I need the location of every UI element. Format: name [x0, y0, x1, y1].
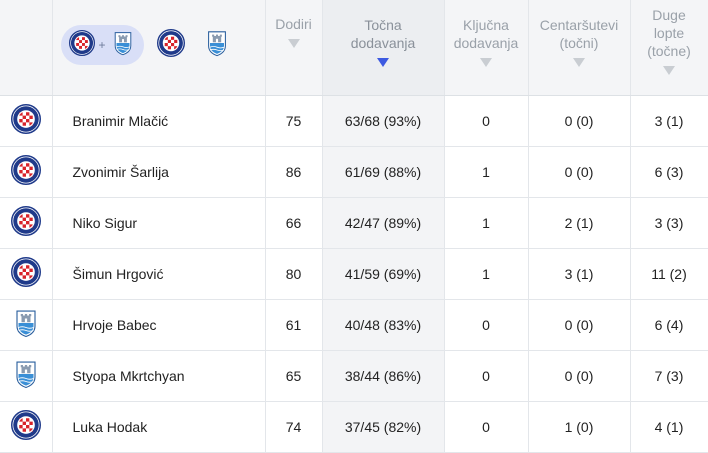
cell-dodiri: 74	[265, 401, 323, 453]
cell-dodiri: 65	[265, 350, 323, 402]
player-name[interactable]: Niko Sigur	[52, 197, 266, 249]
osijek-crest-icon	[110, 30, 136, 60]
column-header-label: Dodiri	[275, 16, 312, 32]
cell-duge-lopte: 6 (3)	[630, 146, 708, 198]
column-header-label: dodavanja	[350, 35, 416, 51]
cell-duge-lopte: 6 (4)	[630, 299, 708, 351]
cell-dodiri: 80	[265, 248, 323, 300]
column-header-duge-lopte[interactable]: Duge lopte (točne)	[630, 0, 708, 96]
column-header-centarsutevi[interactable]: Centaršutevi (točni)	[528, 0, 631, 96]
cell-kljucna-dodavanja: 0	[444, 350, 529, 402]
player-name[interactable]: Luka Hodak	[52, 401, 266, 453]
cell-duge-lopte: 3 (1)	[630, 95, 708, 147]
column-header-label: Centaršutevi	[539, 17, 619, 33]
cell-kljucna-dodavanja: 0	[444, 401, 529, 453]
cell-kljucna-dodavanja: 0	[444, 299, 529, 351]
player-name[interactable]: Branimir Mlačić	[52, 95, 266, 147]
column-header-dodiri[interactable]: Dodiri	[265, 0, 323, 96]
cell-tocna-dodavanja: 61/69 (88%)	[322, 146, 445, 198]
osijek-crest-icon	[11, 308, 41, 341]
table-row[interactable]: Styopa Mkrtchyan 65 38/44 (86%) 0 0 (0) 7 (3)	[0, 350, 708, 402]
table-row[interactable]: Luka Hodak 74 37/45 (82%) 0 1 (0) 4 (1)	[0, 401, 708, 453]
team-filter-cell: +	[52, 0, 266, 96]
column-header-label: (točne)	[647, 43, 691, 59]
cell-tocna-dodavanja: 40/48 (83%)	[322, 299, 445, 351]
cell-duge-lopte: 4 (1)	[630, 401, 708, 453]
team-logo-cell	[0, 299, 53, 351]
cell-centarsutevi: 0 (0)	[528, 95, 631, 147]
sort-arrow-icon	[287, 39, 300, 48]
cell-duge-lopte: 11 (2)	[630, 248, 708, 300]
hajduk-crest-icon	[156, 29, 185, 61]
team-logo-cell	[0, 248, 53, 300]
cell-tocna-dodavanja: 42/47 (89%)	[322, 197, 445, 249]
hajduk-crest-icon	[10, 410, 41, 443]
table-row[interactable]: Zvonimir Šarlija 86 61/69 (88%) 1 0 (0) 6 (3)	[0, 146, 708, 198]
cell-duge-lopte: 3 (3)	[630, 197, 708, 249]
team-logo-cell	[0, 350, 53, 402]
cell-tocna-dodavanja: 63/68 (93%)	[322, 95, 445, 147]
table-row[interactable]: Branimir Mlačić 75 63/68 (93%) 0 0 (0) 3 (1)	[0, 95, 708, 147]
filter-both-teams[interactable]: +	[60, 25, 144, 65]
hajduk-crest-icon	[10, 104, 41, 137]
osijek-crest-icon	[203, 29, 231, 61]
team-logo-cell	[0, 95, 53, 147]
table-row[interactable]: Hrvoje Babec 61 40/48 (83%) 0 0 (0) 6 (4)	[0, 299, 708, 351]
filter-hajduk[interactable]	[151, 26, 190, 64]
plus-label: +	[98, 38, 106, 52]
sort-arrow-active-icon	[377, 58, 389, 67]
cell-kljucna-dodavanja: 1	[444, 146, 529, 198]
osijek-crest-icon	[11, 359, 41, 392]
sort-arrow-icon	[663, 66, 675, 75]
header-logo-cell	[0, 0, 53, 96]
cell-tocna-dodavanja: 38/44 (86%)	[322, 350, 445, 402]
column-header-kljucna-dodavanja[interactable]: Ključna dodavanja	[444, 0, 529, 96]
team-logo-cell	[0, 146, 53, 198]
table-row[interactable]: Šimun Hrgović 80 41/59 (69%) 1 3 (1) 11 (2)	[0, 248, 708, 300]
cell-kljucna-dodavanja: 0	[444, 95, 529, 147]
column-header-label: dodavanja	[453, 35, 519, 51]
cell-dodiri: 75	[265, 95, 323, 147]
cell-centarsutevi: 0 (0)	[528, 299, 631, 351]
column-header-label: (točni)	[559, 35, 599, 51]
cell-kljucna-dodavanja: 1	[444, 248, 529, 300]
filter-osijek[interactable]	[197, 26, 236, 64]
player-name[interactable]: Šimun Hrgović	[52, 248, 266, 300]
team-logo-cell	[0, 197, 53, 249]
team-logo-cell	[0, 401, 53, 453]
cell-centarsutevi: 0 (0)	[528, 146, 631, 198]
column-header-label: Ključna	[463, 17, 509, 33]
player-name[interactable]: Zvonimir Šarlija	[52, 146, 266, 198]
column-header-label: Točna	[364, 17, 402, 33]
sort-arrow-icon	[573, 58, 585, 67]
column-header-label: lopte	[653, 25, 685, 41]
cell-centarsutevi: 3 (1)	[528, 248, 631, 300]
hajduk-crest-icon	[68, 30, 95, 60]
cell-dodiri: 66	[265, 197, 323, 249]
player-name[interactable]: Styopa Mkrtchyan	[52, 350, 266, 402]
cell-dodiri: 61	[265, 299, 323, 351]
player-name[interactable]: Hrvoje Babec	[52, 299, 266, 351]
hajduk-crest-icon	[10, 257, 41, 290]
cell-duge-lopte: 7 (3)	[630, 350, 708, 402]
cell-centarsutevi: 0 (0)	[528, 350, 631, 402]
column-header-label: Duge	[652, 7, 686, 23]
cell-centarsutevi: 1 (0)	[528, 401, 631, 453]
table-header-row: + Dodiri To	[0, 0, 708, 96]
cell-tocna-dodavanja: 41/59 (69%)	[322, 248, 445, 300]
table-row[interactable]: Niko Sigur 66 42/47 (89%) 1 2 (1) 3 (3)	[0, 197, 708, 249]
cell-dodiri: 86	[265, 146, 323, 198]
column-header-tocna-dodavanja[interactable]: Točna dodavanja	[322, 0, 445, 96]
sort-arrow-icon	[480, 58, 492, 67]
hajduk-crest-icon	[10, 206, 41, 239]
cell-centarsutevi: 2 (1)	[528, 197, 631, 249]
cell-kljucna-dodavanja: 1	[444, 197, 529, 249]
team-filter: +	[53, 0, 265, 65]
cell-tocna-dodavanja: 37/45 (82%)	[322, 401, 445, 453]
hajduk-crest-icon	[10, 155, 41, 188]
